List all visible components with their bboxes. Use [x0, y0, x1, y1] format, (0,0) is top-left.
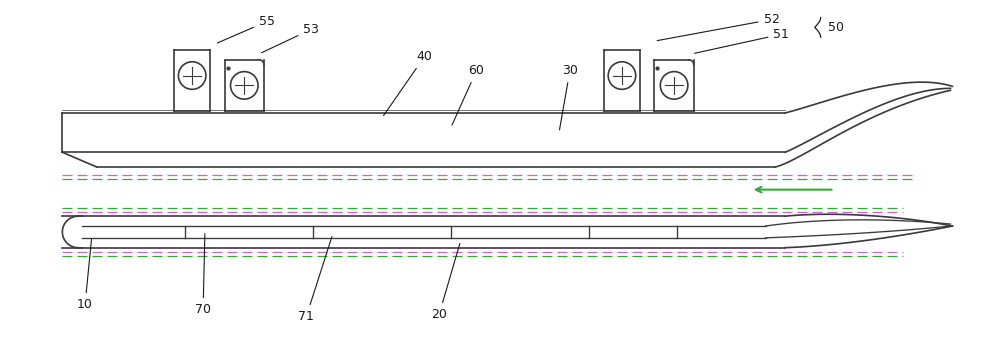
- Text: 30: 30: [559, 64, 578, 130]
- Text: 60: 60: [452, 64, 484, 125]
- Text: 50: 50: [828, 21, 844, 34]
- Text: 52: 52: [657, 13, 779, 41]
- Text: 10: 10: [77, 239, 93, 311]
- Text: 53: 53: [262, 23, 319, 53]
- Text: 51: 51: [694, 28, 789, 53]
- Text: 71: 71: [298, 237, 332, 323]
- Text: 40: 40: [384, 50, 432, 116]
- Text: 55: 55: [217, 15, 275, 43]
- Text: 70: 70: [195, 234, 211, 316]
- Text: 20: 20: [431, 243, 460, 321]
